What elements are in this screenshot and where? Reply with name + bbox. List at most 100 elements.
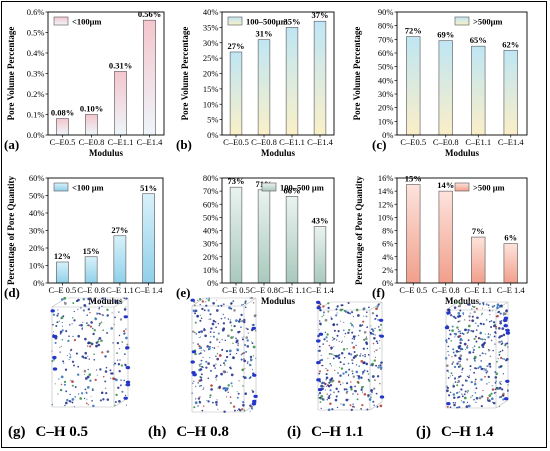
pore-point — [123, 308, 127, 311]
pore-point — [378, 328, 381, 332]
pore-point — [346, 347, 348, 350]
pore-point — [86, 386, 90, 389]
pore-point — [251, 341, 252, 343]
pore-point — [470, 380, 473, 384]
data-label: 14% — [437, 180, 454, 190]
pore-point — [235, 319, 238, 322]
pore-point — [227, 391, 229, 394]
pore-point — [96, 374, 98, 376]
pore-blob — [251, 326, 256, 330]
y-axis-label: Percentage of Pore Quantity — [6, 176, 16, 285]
pore-point — [104, 387, 107, 390]
pore-point — [125, 404, 127, 406]
pore-point — [243, 358, 245, 360]
pore-point — [446, 341, 448, 344]
pore-point — [342, 372, 345, 375]
pore-point — [379, 364, 382, 367]
pore-point — [337, 390, 340, 393]
pore-point — [198, 298, 202, 301]
pore-point — [452, 351, 455, 354]
pore-point — [447, 337, 450, 340]
data-label: 66% — [284, 185, 301, 195]
pore-point — [495, 327, 498, 330]
y-tick-label: 5% — [207, 115, 218, 125]
y-tick-label: 30% — [203, 38, 219, 48]
data-label: 65% — [470, 35, 487, 45]
pore-point — [55, 325, 58, 327]
y-tick-label: 30% — [378, 89, 394, 99]
pore-point — [243, 376, 247, 379]
pore-point — [193, 380, 195, 382]
pore-point — [319, 309, 322, 312]
pore-point — [221, 349, 224, 351]
pore-point — [446, 364, 449, 367]
pore-blob — [505, 379, 510, 383]
pore-point — [446, 369, 449, 372]
x-tick-label: C–E0.8 — [251, 137, 277, 147]
pore-point — [341, 304, 344, 307]
pore-point — [90, 321, 93, 324]
pore-point — [232, 356, 235, 359]
pore-point — [323, 338, 326, 341]
pore-blob — [316, 300, 321, 304]
pore-point — [87, 324, 90, 327]
pore-point — [58, 378, 60, 380]
pore-point — [327, 357, 329, 359]
y-tick-label: 0% — [207, 278, 218, 288]
pore-point — [318, 370, 322, 373]
pore-point — [482, 302, 485, 305]
pore-point — [60, 316, 64, 320]
pore-point — [251, 389, 253, 392]
pore-point — [351, 372, 354, 375]
pore-point — [77, 308, 79, 311]
pore-point — [202, 349, 204, 351]
pore-point — [376, 349, 378, 351]
pore-point — [471, 319, 475, 323]
pore-point — [482, 346, 485, 349]
pore-point — [92, 387, 94, 390]
pore-point — [80, 323, 83, 327]
pore-point — [500, 381, 502, 383]
pore-point — [226, 371, 228, 373]
pore-point — [371, 375, 375, 378]
pore-point — [111, 312, 113, 314]
pore-point — [203, 350, 206, 352]
pore-point — [372, 400, 375, 403]
pore-point — [347, 375, 350, 377]
pore-point — [101, 305, 103, 308]
pore-point — [249, 357, 252, 359]
pore-point — [490, 325, 493, 329]
pore-point — [506, 389, 509, 391]
pore-point — [230, 325, 233, 327]
pore-point — [495, 372, 498, 375]
pore-point — [477, 337, 480, 339]
pore-point — [241, 368, 245, 372]
pore-point — [349, 322, 352, 325]
pore-point — [89, 379, 92, 382]
pore-blob — [316, 361, 321, 365]
pore-point — [318, 391, 322, 395]
pore-point — [495, 380, 497, 382]
y-tick-label: 12% — [378, 199, 394, 209]
pore-point — [488, 320, 491, 323]
pore-point — [484, 333, 486, 335]
pore-point — [329, 393, 332, 396]
pore-point — [327, 396, 331, 400]
pore-point — [473, 382, 477, 386]
pore-point — [230, 329, 233, 332]
pore-point — [356, 398, 359, 401]
pore-point — [97, 339, 100, 341]
pore-point — [473, 355, 477, 359]
pore-blob — [504, 397, 509, 401]
pore-point — [367, 394, 370, 397]
pore-point — [339, 383, 342, 386]
y-tick-label: 50% — [378, 62, 394, 72]
chart-e: 73%C–E 0.571%C–E 0.866%C–E 1.143%C–E 1.4… — [176, 173, 335, 306]
pore-point — [78, 324, 81, 326]
pore-point — [342, 348, 346, 351]
pore-point — [458, 328, 460, 330]
pore-point — [109, 369, 112, 372]
pore-point — [84, 373, 86, 375]
pore-point — [360, 388, 363, 391]
